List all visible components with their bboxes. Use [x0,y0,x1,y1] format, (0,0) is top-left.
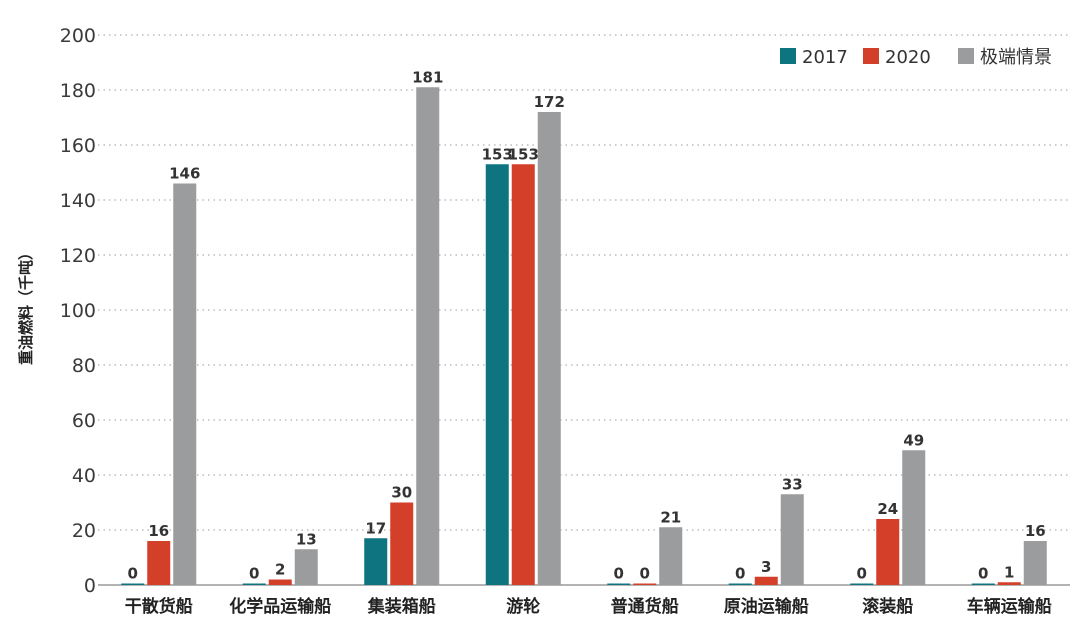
legend-label: 极端情景 [980,47,1052,68]
bars [121,87,1047,585]
y-tick-label: 160 [60,135,96,157]
x-tick-label: 干散货船 [125,596,193,617]
data-label: 181 [412,68,443,86]
x-tick-label: 游轮 [506,596,540,617]
data-label: 0 [735,565,745,583]
y-tick-label: 80 [72,355,96,377]
y-axis-title: 重油燃料（千吨） [17,245,35,365]
data-label: 17 [365,519,386,537]
legend-swatch [958,48,974,64]
data-label: 13 [296,530,317,548]
bar-极端情景-集装箱船 [416,87,440,585]
bar-极端情景-普通货船 [659,527,683,585]
data-label: 21 [660,508,681,526]
bar-2020-干散货船 [147,541,171,585]
data-label: 153 [482,145,513,163]
bar-2020-集装箱船 [390,502,414,585]
data-label: 146 [169,165,200,183]
y-tick-label: 200 [60,25,96,47]
bar-2020-车辆运输船 [997,582,1021,585]
bar-极端情景-化学品运输船 [294,549,318,585]
bar-2020-游轮 [511,164,535,585]
x-tick-label: 集装箱船 [367,596,436,617]
bar-极端情景-干散货船 [173,183,197,585]
y-tick-label: 180 [60,80,96,102]
data-label: 172 [534,93,565,111]
bar-2017-原油运输船 [728,583,752,585]
bar-极端情景-滚装船 [902,450,926,585]
data-label: 1 [1004,563,1014,581]
bar-2017-集装箱船 [364,538,388,585]
x-tick-label: 车辆运输船 [967,596,1052,617]
y-tick-label: 100 [60,300,96,322]
data-label: 16 [148,522,169,540]
data-label: 30 [391,484,412,502]
bar-2017-干散货船 [121,583,145,585]
data-label: 0 [640,565,650,583]
y-tick-label: 0 [84,575,96,597]
bar-2020-化学品运输船 [268,579,292,585]
data-label: 0 [978,565,988,583]
legend-swatch [863,48,879,64]
data-label: 33 [782,475,803,493]
bar-2017-车辆运输船 [971,583,995,585]
data-label: 0 [128,565,138,583]
bar-极端情景-游轮 [537,112,561,585]
y-tick-label: 20 [72,520,96,542]
y-axis-ticks: 0 20 40 60 80 100 120 140 160 180 200 [60,25,96,597]
y-tick-label: 60 [72,410,96,432]
x-tick-label: 化学品运输船 [229,596,331,617]
bar-2017-滚装船 [850,583,874,585]
bar-2017-游轮 [485,164,509,585]
bar-极端情景-车辆运输船 [1023,541,1047,585]
data-label: 2 [275,561,285,579]
data-label: 16 [1025,522,1046,540]
y-tick-label: 120 [60,245,96,267]
x-tick-label: 普通货船 [611,596,679,617]
category-labels: 干散货船 化学品运输船 集装箱船 游轮 普通货船 原油运输船 滚装船 车辆运输船 [125,596,1052,617]
bar-极端情景-原油运输船 [780,494,804,585]
bar-2020-滚装船 [876,519,900,585]
data-label: 24 [877,500,898,518]
data-label: 0 [614,565,624,583]
data-label: 0 [249,565,259,583]
y-tick-label: 40 [72,465,96,487]
legend: 2017 2020 极端情景 [780,47,1052,68]
data-label: 0 [857,565,867,583]
legend-swatch [780,48,796,64]
bar-2017-普通货船 [607,583,631,585]
legend-label: 2017 [802,47,848,68]
y-tick-label: 140 [60,190,96,212]
bar-2020-普通货船 [633,583,657,585]
bar-2017-化学品运输船 [242,583,266,585]
data-label: 153 [508,145,539,163]
x-tick-label: 滚装船 [862,596,913,617]
x-tick-label: 原油运输船 [724,596,809,617]
data-label: 3 [761,558,771,576]
legend-label: 2020 [885,47,931,68]
data-label: 49 [903,431,924,449]
bar-2020-原油运输船 [754,576,778,585]
